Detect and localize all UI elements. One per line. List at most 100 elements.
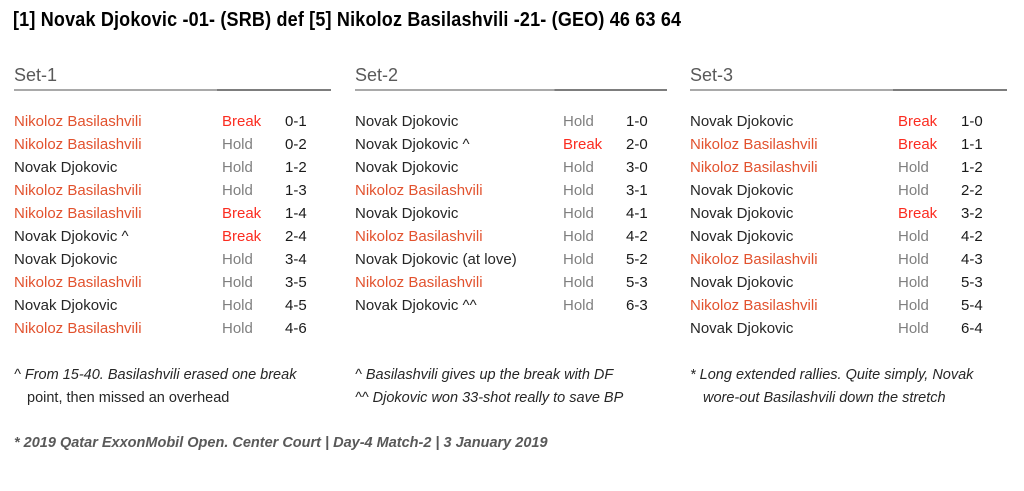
game-score: 4-1 — [626, 205, 648, 222]
game-row: Novak Djokovic Hold 1-0 — [355, 110, 667, 133]
server-name: Nikoloz Basilashvili — [355, 274, 483, 291]
game-result: Break — [563, 136, 603, 153]
server-name: Novak Djokovic (at love) — [355, 251, 517, 268]
game-score: 1-0 — [961, 113, 983, 130]
game-score: 5-3 — [626, 274, 648, 291]
game-score: 3-2 — [961, 205, 983, 222]
server-name: Novak Djokovic ^ — [355, 136, 470, 153]
game-score: 3-5 — [285, 274, 307, 291]
game-row: Novak Djokovic Break 3-2 — [690, 202, 1007, 225]
game-result: Hold — [222, 136, 253, 153]
set-1-underline — [14, 89, 331, 91]
game-score: 0-2 — [285, 136, 307, 153]
game-row: Nikoloz Basilashvili Hold 1-3 — [14, 179, 331, 202]
game-result: Hold — [563, 159, 594, 176]
server-name: Nikoloz Basilashvili — [690, 297, 818, 314]
game-score: 3-0 — [626, 159, 648, 176]
game-result: Break — [898, 205, 938, 222]
server-name: Nikoloz Basilashvili — [14, 182, 142, 199]
game-result: Hold — [563, 228, 594, 245]
server-name: Nikoloz Basilashvili — [355, 228, 483, 245]
set-2-underline — [355, 89, 667, 91]
game-score: 1-3 — [285, 182, 307, 199]
game-score: 6-4 — [961, 320, 983, 337]
game-result: Break — [222, 205, 262, 222]
set-3-underline — [690, 89, 1007, 91]
game-row: Novak Djokovic Hold 4-5 — [14, 294, 331, 317]
set-1-games: Nikoloz Basilashvili Break 0-1 Nikoloz B… — [14, 110, 331, 340]
server-name: Novak Djokovic ^ — [14, 228, 129, 245]
game-result: Hold — [898, 251, 929, 268]
game-row: Nikoloz Basilashvili Hold 4-2 — [355, 225, 667, 248]
game-row: Nikoloz Basilashvili Hold 1-2 — [690, 156, 1007, 179]
game-score: 1-2 — [285, 159, 307, 176]
server-name: Nikoloz Basilashvili — [14, 205, 142, 222]
set-1-column: Set-1 Nikoloz Basilashvili Break 0-1 Nik… — [14, 64, 331, 444]
server-name: Nikoloz Basilashvili — [14, 274, 142, 291]
game-row: Nikoloz Basilashvili Break 1-4 — [14, 202, 331, 225]
game-score: 2-4 — [285, 228, 307, 245]
match-result-title: [1] Novak Djokovic -01- (SRB) def [5] Ni… — [13, 9, 682, 31]
game-score: 0-1 — [285, 113, 307, 130]
game-score: 4-6 — [285, 320, 307, 337]
game-score: 3-1 — [626, 182, 648, 199]
game-score: 4-5 — [285, 297, 307, 314]
server-name: Novak Djokovic ^^ — [355, 297, 477, 314]
game-score: 1-0 — [626, 113, 648, 130]
server-name: Nikoloz Basilashvili — [690, 159, 818, 176]
game-result: Hold — [222, 182, 253, 199]
game-result: Hold — [563, 205, 594, 222]
game-score: 1-2 — [961, 159, 983, 176]
server-name: Nikoloz Basilashvili — [14, 113, 142, 130]
game-result: Hold — [563, 251, 594, 268]
game-score: 1-4 — [285, 205, 307, 222]
server-name: Novak Djokovic — [690, 274, 794, 291]
game-row: Nikoloz Basilashvili Hold 4-6 — [14, 317, 331, 340]
game-score: 5-2 — [626, 251, 648, 268]
server-name: Novak Djokovic — [14, 159, 118, 176]
game-row: Nikoloz Basilashvili Hold 3-5 — [14, 271, 331, 294]
game-result: Hold — [898, 182, 929, 199]
server-name: Novak Djokovic — [355, 113, 459, 130]
set-1-heading: Set-1 — [14, 65, 58, 85]
game-result: Hold — [222, 159, 253, 176]
game-row: Nikoloz Basilashvili Hold 4-3 — [690, 248, 1007, 271]
game-result: Break — [222, 113, 262, 130]
game-result: Hold — [222, 251, 253, 268]
game-row: Novak Djokovic Hold 1-2 — [14, 156, 331, 179]
game-row: Novak Djokovic Hold 2-2 — [690, 179, 1007, 202]
server-name: Nikoloz Basilashvili — [355, 182, 483, 199]
game-row: Nikoloz Basilashvili Hold 0-2 — [14, 133, 331, 156]
game-row: Novak Djokovic ^^ Hold 6-3 — [355, 294, 667, 317]
server-name: Nikoloz Basilashvili — [690, 251, 818, 268]
set-2-footnote: ^ Basilashvili gives up the break with D… — [355, 364, 623, 409]
server-name: Novak Djokovic — [690, 228, 794, 245]
server-name: Novak Djokovic — [355, 205, 459, 222]
game-score: 5-3 — [961, 274, 983, 291]
set-3-footnote: * Long extended rallies. Quite simply, N… — [690, 364, 973, 409]
game-row: Novak Djokovic ^ Break 2-4 — [14, 225, 331, 248]
server-name: Novak Djokovic — [690, 205, 794, 222]
game-row: Novak Djokovic Hold 3-4 — [14, 248, 331, 271]
game-result: Hold — [898, 320, 929, 337]
game-result: Hold — [898, 274, 929, 291]
game-result: Hold — [898, 228, 929, 245]
game-row: Nikoloz Basilashvili Break 1-1 — [690, 133, 1007, 156]
footnote-line: wore-out Basilashvili down the stretch — [703, 389, 946, 406]
game-result: Hold — [563, 113, 594, 130]
game-result: Break — [222, 228, 262, 245]
game-result: Hold — [563, 274, 594, 291]
game-score: 5-4 — [961, 297, 983, 314]
footnote-line: ^ Basilashvili gives up the break with D… — [355, 367, 614, 383]
game-score: 4-3 — [961, 251, 983, 268]
game-result: Break — [898, 113, 938, 130]
game-score: 1-1 — [961, 136, 983, 153]
game-row: Nikoloz Basilashvili Hold 3-1 — [355, 179, 667, 202]
game-score: 6-3 — [626, 297, 648, 314]
footnote-line: ^ From 15-40. Basilashvili erased one br… — [14, 367, 297, 383]
set-2-games: Novak Djokovic Hold 1-0 Novak Djokovic ^… — [355, 110, 667, 317]
tournament-footer: * 2019 Qatar ExxonMobil Open. Center Cou… — [14, 435, 548, 451]
set-3-column: Set-3 Novak Djokovic Break 1-0 Nikoloz B… — [690, 64, 1007, 444]
footnote-line: ^^ Djokovic won 33-shot really to save B… — [355, 389, 624, 406]
server-name: Novak Djokovic — [690, 182, 794, 199]
